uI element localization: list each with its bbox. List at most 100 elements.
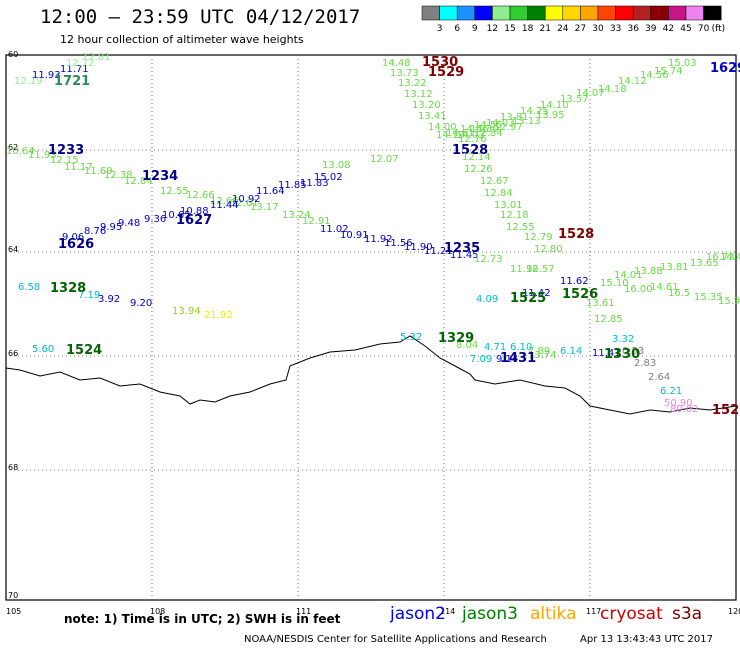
- map-border: [5, 54, 737, 601]
- wave-height-value: 15.10: [600, 278, 629, 289]
- wave-height-value: 9.20: [130, 298, 152, 309]
- lat-label: 66: [8, 349, 18, 358]
- colorbar-legend: 3 6 9 12 15 18 21 24 27 30 33 36 39 42 45 70 (ft): [421, 5, 726, 34]
- lon-label: 120: [728, 607, 740, 616]
- wave-height-value: 5.60: [32, 344, 54, 355]
- wave-height-value: 4.71: [484, 342, 506, 353]
- wave-height-value: 14.61: [446, 128, 475, 139]
- wave-height-value: 14.13: [436, 130, 465, 141]
- wave-height-value: 6.21: [660, 386, 682, 397]
- wave-height-value: 11.62: [560, 276, 589, 287]
- wave-height-value: 13.81: [500, 112, 529, 123]
- wave-height-value: 12.26: [464, 164, 493, 175]
- wave-height-value: 14.56: [640, 70, 669, 81]
- map-subtitle: 12 hour collection of altimeter wave hei…: [60, 33, 304, 46]
- wave-height-value: 11.41: [592, 348, 621, 359]
- wave-height-value: 15.35: [694, 292, 723, 303]
- wave-height-value: 13.57: [560, 94, 589, 105]
- colorbar-label: 21: [539, 24, 550, 34]
- wave-height-value: 14.56: [460, 124, 489, 135]
- wave-height-value: 8.76: [84, 226, 106, 237]
- colorbar-swatch: [439, 5, 458, 21]
- coastline-path: [5, 335, 737, 415]
- wave-height-value: 2.83: [634, 358, 656, 369]
- colorbar-label: 42: [663, 24, 674, 34]
- wave-height-value: 15.03: [668, 58, 697, 69]
- wave-height-value: 11.90: [404, 242, 433, 253]
- wave-height-value: 16.5: [668, 288, 690, 299]
- colorbar-label: 12: [487, 24, 498, 34]
- wave-height-value: 13.73: [390, 68, 419, 79]
- wave-height-value: 12.55: [160, 186, 189, 197]
- wave-height-value: 12.80: [534, 244, 563, 255]
- wave-height-value: 14.07: [576, 88, 605, 99]
- colorbar-swatch: [668, 5, 687, 21]
- pass-number: 1233: [48, 143, 84, 158]
- wave-height-value: 11.17: [64, 162, 93, 173]
- pass-number: 1330: [604, 347, 640, 362]
- wave-height-value: 13.24: [282, 210, 311, 221]
- credit-text: NOAA/NESDIS Center for Satellite Applica…: [244, 634, 547, 645]
- wave-height-value: 12.66: [186, 190, 215, 201]
- wave-height-value: 12.61: [230, 198, 259, 209]
- colorbar-swatch: [580, 5, 599, 21]
- wave-height-value: 11.93: [32, 70, 61, 81]
- wave-height-value: 5.32: [400, 332, 422, 343]
- wave-height-value: 12.81: [82, 52, 111, 63]
- pass-number: 1528: [452, 143, 488, 158]
- wave-height-value: 0.53: [622, 346, 644, 357]
- colorbar-swatch: [703, 5, 722, 21]
- pass-number: 1235: [444, 241, 480, 256]
- colorbar-label: 24: [557, 24, 569, 34]
- wave-height-value: 2.64: [648, 372, 670, 383]
- wave-height-value: 12.85: [594, 314, 623, 325]
- wave-height-value: 9.06: [62, 232, 84, 243]
- pass-number: 1329: [438, 331, 474, 346]
- wave-height-value: 12.84: [484, 188, 513, 199]
- wave-height-value: 12.07: [370, 154, 399, 165]
- wave-height-value: 7.19: [78, 290, 100, 301]
- colorbar-label: 3: [437, 24, 443, 34]
- wave-height-value: 13.01: [494, 200, 523, 211]
- wave-height-value: 11.45: [450, 250, 479, 261]
- lat-label: 62: [8, 143, 18, 152]
- wave-height-value: 12.15: [50, 155, 79, 166]
- pass-number: 1629: [710, 61, 740, 76]
- wave-height-value: 8.04: [456, 340, 478, 351]
- pass-number: 1721: [54, 74, 90, 89]
- satellite-jason3: jason3: [462, 604, 518, 624]
- wave-height-value: 11.93: [28, 150, 57, 161]
- pass-number: 1234: [142, 169, 178, 184]
- wave-height-value: 14.01: [614, 270, 643, 281]
- wave-height-value: 13.88: [634, 266, 663, 277]
- wave-height-value: 12.57: [526, 264, 555, 275]
- colorbar-swatch: [615, 5, 634, 21]
- colorbar-swatch: [650, 5, 669, 21]
- wave-height-value: 15.02: [314, 172, 343, 183]
- wave-height-value: 16.00: [624, 284, 653, 295]
- wave-height-value: 11.02: [320, 224, 349, 235]
- wave-height-value: 12.84: [474, 128, 503, 139]
- satellite-s3a: s3a: [672, 604, 703, 624]
- lat-label: 60: [8, 50, 18, 59]
- wave-height-value: 13.20: [412, 100, 441, 111]
- wave-height-value: 12.84: [124, 176, 153, 187]
- wave-height-value: 11.71: [60, 64, 89, 75]
- colorbar-swatch: [632, 5, 652, 21]
- wave-height-value: 11.69: [84, 166, 113, 177]
- colorbar-swatch: [544, 5, 564, 21]
- wave-height-value: 80.02: [670, 404, 699, 415]
- wave-height-value: 6.10: [510, 342, 532, 353]
- wave-height-value: 4.09: [476, 294, 498, 305]
- colorbar-swatch: [474, 5, 493, 21]
- colorbar-label: 70: [698, 24, 710, 34]
- wave-height-value: 10.92: [232, 194, 261, 205]
- satellite-jason2: jason2: [390, 604, 446, 624]
- pass-number: 1626: [58, 237, 94, 252]
- colorbar-unit: (ft): [712, 24, 726, 34]
- wave-height-value: 11.44: [210, 200, 239, 211]
- wave-height-value: 11.42: [522, 288, 551, 299]
- lon-label: 105: [6, 607, 21, 616]
- wave-height-value: 9.36: [144, 214, 166, 225]
